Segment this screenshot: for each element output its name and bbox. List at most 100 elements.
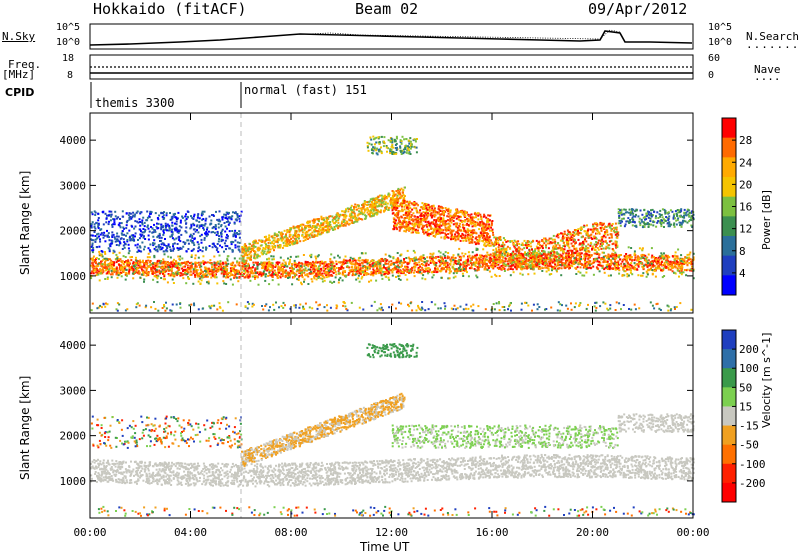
echo-cell: [110, 210, 113, 213]
echo-cell: [558, 266, 561, 269]
echo-cell: [324, 220, 327, 223]
echo-cell: [629, 256, 632, 259]
echo-cell: [412, 271, 415, 274]
echo-cell: [373, 203, 376, 205]
echo-cell: [331, 220, 334, 223]
echo-cell: [337, 281, 340, 284]
echo-cell: [169, 262, 171, 265]
echo-cell: [474, 269, 477, 272]
echo-cell: [578, 256, 581, 259]
echo-cell: [564, 262, 567, 265]
echo-cell: [271, 262, 274, 265]
echo-cell: [163, 243, 166, 246]
echo-cell: [650, 256, 653, 259]
echo-cell: [236, 260, 239, 263]
echo-cell: [282, 241, 285, 244]
echo-cell: [338, 256, 341, 259]
echo-cell: [391, 201, 394, 204]
echo-cell: [587, 263, 590, 266]
echo-cell: [619, 258, 622, 261]
echo-cell: [207, 275, 209, 278]
echo-cell: [622, 267, 625, 270]
echo-cell: [161, 262, 164, 265]
echo-cell: [200, 279, 203, 282]
echo-cell: [565, 265, 568, 267]
echo-cell: [125, 212, 128, 215]
echo-cell: [633, 252, 636, 255]
echo-cell: [601, 267, 604, 270]
echo-cell: [290, 227, 293, 230]
echo-cell: [163, 267, 166, 270]
echo-cell: [681, 266, 684, 269]
echo-cell: [120, 264, 123, 267]
echo-cell: [200, 275, 203, 278]
echo-cell: [364, 252, 367, 255]
echo-cell: [461, 272, 464, 275]
echo-cell: [202, 260, 205, 263]
echo-cell: [203, 237, 206, 240]
echo-cell: [242, 263, 245, 266]
echo-cell: [433, 262, 436, 265]
echo-cell: [372, 208, 375, 211]
echo-cell: [121, 260, 124, 263]
echo-cell: [282, 267, 284, 270]
echo-cell: [424, 257, 426, 260]
echo-cell: [108, 243, 111, 246]
echo-cell: [383, 270, 386, 273]
echo-cell: [564, 255, 567, 258]
echo-cell: [228, 211, 230, 214]
echo-cell: [123, 241, 126, 244]
echo-cell: [196, 262, 198, 265]
echo-cell: [653, 256, 655, 259]
echo-cell: [137, 272, 140, 275]
echo-cell: [244, 269, 247, 272]
echo-cell: [118, 251, 121, 254]
echo-cell: [252, 247, 255, 250]
echo-cell: [692, 252, 695, 255]
echo-cell: [192, 232, 195, 235]
echo-cell: [315, 257, 318, 260]
echo-cell: [397, 272, 400, 275]
echo-cell: [595, 258, 598, 261]
echo-cell: [484, 257, 487, 260]
echo-cell: [495, 247, 498, 250]
echo-cell: [116, 256, 119, 258]
echo-cell: [329, 267, 332, 270]
echo-cell: [186, 239, 189, 242]
echo-cell: [256, 254, 258, 256]
echo-cell: [206, 261, 209, 264]
echo-cell: [596, 267, 599, 269]
echo-cell: [139, 266, 142, 269]
echo-cell: [365, 265, 368, 268]
echo-cell: [90, 234, 93, 237]
echo-cell: [635, 268, 638, 271]
echo-cell: [493, 260, 496, 263]
echo-cell: [504, 257, 507, 260]
echo-cell: [452, 259, 455, 261]
echo-cell: [362, 265, 365, 268]
echo-cell: [134, 220, 137, 223]
echo-cell: [297, 237, 300, 240]
echo-cell: [191, 241, 194, 244]
echo-cell: [253, 275, 256, 277]
echo-cell: [97, 219, 100, 222]
echo-cell: [223, 250, 225, 253]
echo-cell: [618, 272, 621, 275]
echo-cell: [216, 267, 219, 270]
echo-cell: [115, 268, 118, 271]
echo-cell: [607, 263, 610, 266]
echo-cell: [172, 245, 174, 248]
echo-cell: [623, 255, 626, 258]
echo-cell: [281, 236, 284, 239]
echo-cell: [310, 272, 313, 274]
echo-cell: [155, 262, 158, 265]
echo-cell: [203, 224, 206, 227]
echo-cell: [357, 266, 360, 269]
echo-cell: [314, 274, 317, 277]
echo-cell: [220, 272, 223, 275]
echo-cell: [257, 263, 260, 266]
echo-cell: [150, 269, 153, 272]
echo-cell: [474, 254, 477, 257]
echo-cell: [311, 219, 314, 222]
echo-cell: [111, 240, 114, 243]
